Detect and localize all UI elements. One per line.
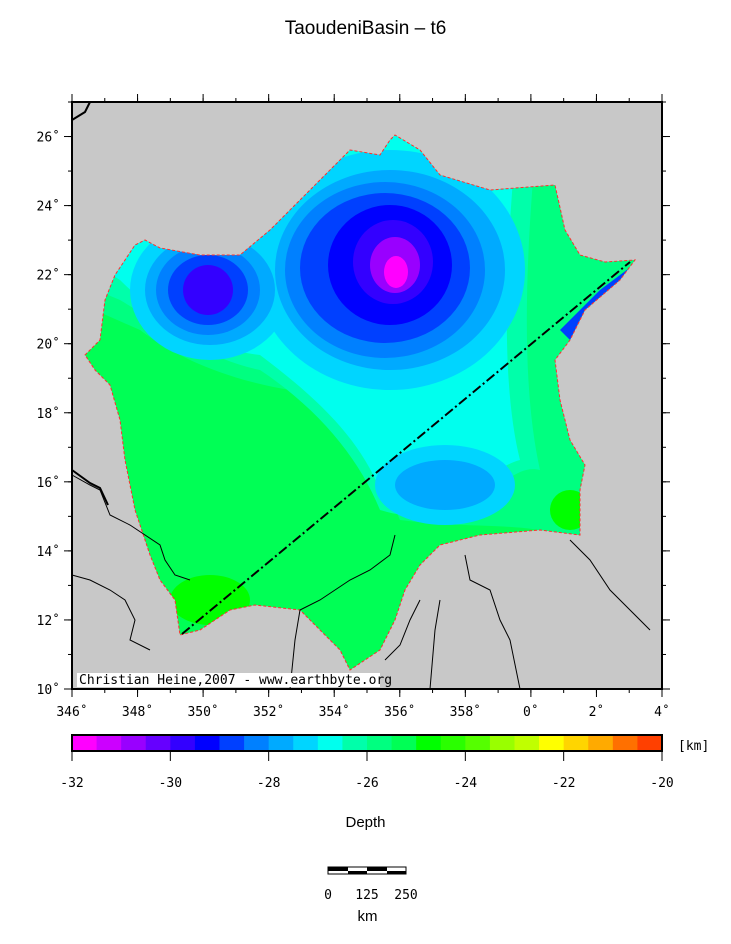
colorbar-swatch xyxy=(391,735,417,751)
colorbar-tick-label: -22 xyxy=(552,776,575,791)
scale-label: 250 xyxy=(394,888,417,903)
colorbar-swatch xyxy=(244,735,270,751)
colorbar-swatch xyxy=(440,735,466,751)
contour-level xyxy=(384,256,408,288)
lon-label: 350˚ xyxy=(187,704,218,720)
contour-level xyxy=(183,265,233,315)
colorbar-swatch xyxy=(121,735,147,751)
colorbar-swatch xyxy=(145,735,171,751)
colorbar-swatch xyxy=(563,735,589,751)
colorbar-tick-label: -24 xyxy=(454,776,478,791)
scale-label: 125 xyxy=(355,888,378,903)
lon-label: 354˚ xyxy=(319,704,350,720)
lon-label: 4˚ xyxy=(654,704,670,720)
lon-label: 0˚ xyxy=(523,704,539,720)
colorbar-swatch xyxy=(293,735,319,751)
colorbar-tick-label: -20 xyxy=(650,776,673,791)
rivers-and-borders xyxy=(71,101,651,690)
border-line xyxy=(464,554,521,690)
lat-label: 24˚ xyxy=(37,199,60,215)
colorbar: -32 -30 -28 -26 -24 -22 -20 xyxy=(60,734,674,791)
lon-label: 346˚ xyxy=(56,704,87,720)
lat-label: 26˚ xyxy=(37,130,60,146)
colorbar-swatch xyxy=(416,735,442,751)
colorbar-swatch xyxy=(194,735,220,751)
credit-box xyxy=(77,673,380,687)
colorbar-swatch xyxy=(612,735,638,751)
river xyxy=(429,599,441,690)
credit-text: Christian Heine,2007 - www.earthbyte.org xyxy=(79,673,392,688)
coastline xyxy=(71,469,109,506)
colorbar-unit: [km] xyxy=(678,739,709,754)
map-axes: 346˚ 348˚ 350˚ 352˚ 354˚ 356˚ 358˚ 0˚ 2˚ 4˚ 10˚ 12˚… xyxy=(37,94,670,720)
river xyxy=(289,534,396,690)
scale-unit: km xyxy=(357,908,378,925)
border-line xyxy=(71,574,151,651)
map-title: TaoudeniBasin – t6 xyxy=(284,18,447,39)
colorbar-swatch xyxy=(96,735,122,751)
colorbar-swatch xyxy=(170,735,196,751)
border-line xyxy=(71,474,191,581)
lat-label: 18˚ xyxy=(37,406,60,422)
contour-level xyxy=(395,460,495,510)
lon-label: 348˚ xyxy=(122,704,153,720)
colorbar-swatch xyxy=(342,735,368,751)
lat-label: 16˚ xyxy=(37,475,60,491)
lat-label: 12˚ xyxy=(37,613,60,629)
colorbar-swatch xyxy=(588,735,614,751)
scale-bar: 0 125 250 xyxy=(324,866,418,903)
lat-label: 14˚ xyxy=(37,544,60,560)
lat-label: 20˚ xyxy=(37,337,60,353)
colorbar-swatch xyxy=(268,735,294,751)
border-line xyxy=(569,539,651,631)
colorbar-tick-label: -30 xyxy=(159,776,182,791)
scale-bar-segment xyxy=(367,867,387,871)
colorbar-tick-label: -32 xyxy=(60,776,83,791)
colorbar-label: Depth xyxy=(345,814,386,831)
lat-label: 22˚ xyxy=(37,268,60,284)
scale-bar-segment xyxy=(348,871,367,874)
coastline xyxy=(71,101,91,121)
colorbar-swatch xyxy=(317,735,343,751)
colorbar-swatch xyxy=(514,735,540,751)
scale-bar-segment xyxy=(328,867,348,871)
lon-label: 356˚ xyxy=(384,704,415,720)
colorbar-swatch xyxy=(219,735,245,751)
colorbar-tick-label: -28 xyxy=(257,776,280,791)
lon-label: 2˚ xyxy=(589,704,605,720)
river xyxy=(384,599,421,661)
scale-label: 0 xyxy=(324,888,332,903)
colorbar-swatch xyxy=(465,735,491,751)
lon-label: 352˚ xyxy=(253,704,284,720)
colorbar-swatch xyxy=(489,735,515,751)
cross-section-line xyxy=(181,261,631,635)
colorbar-swatch xyxy=(367,735,393,751)
colorbar-swatch xyxy=(539,735,565,751)
colorbar-swatch xyxy=(637,735,663,751)
colorbar-swatch xyxy=(72,735,98,751)
lon-label: 358˚ xyxy=(450,704,481,720)
colorbar-tick-label: -26 xyxy=(355,776,378,791)
depth-contours xyxy=(85,135,635,670)
scale-bar-segment xyxy=(387,871,406,874)
lat-label: 10˚ xyxy=(37,682,60,698)
